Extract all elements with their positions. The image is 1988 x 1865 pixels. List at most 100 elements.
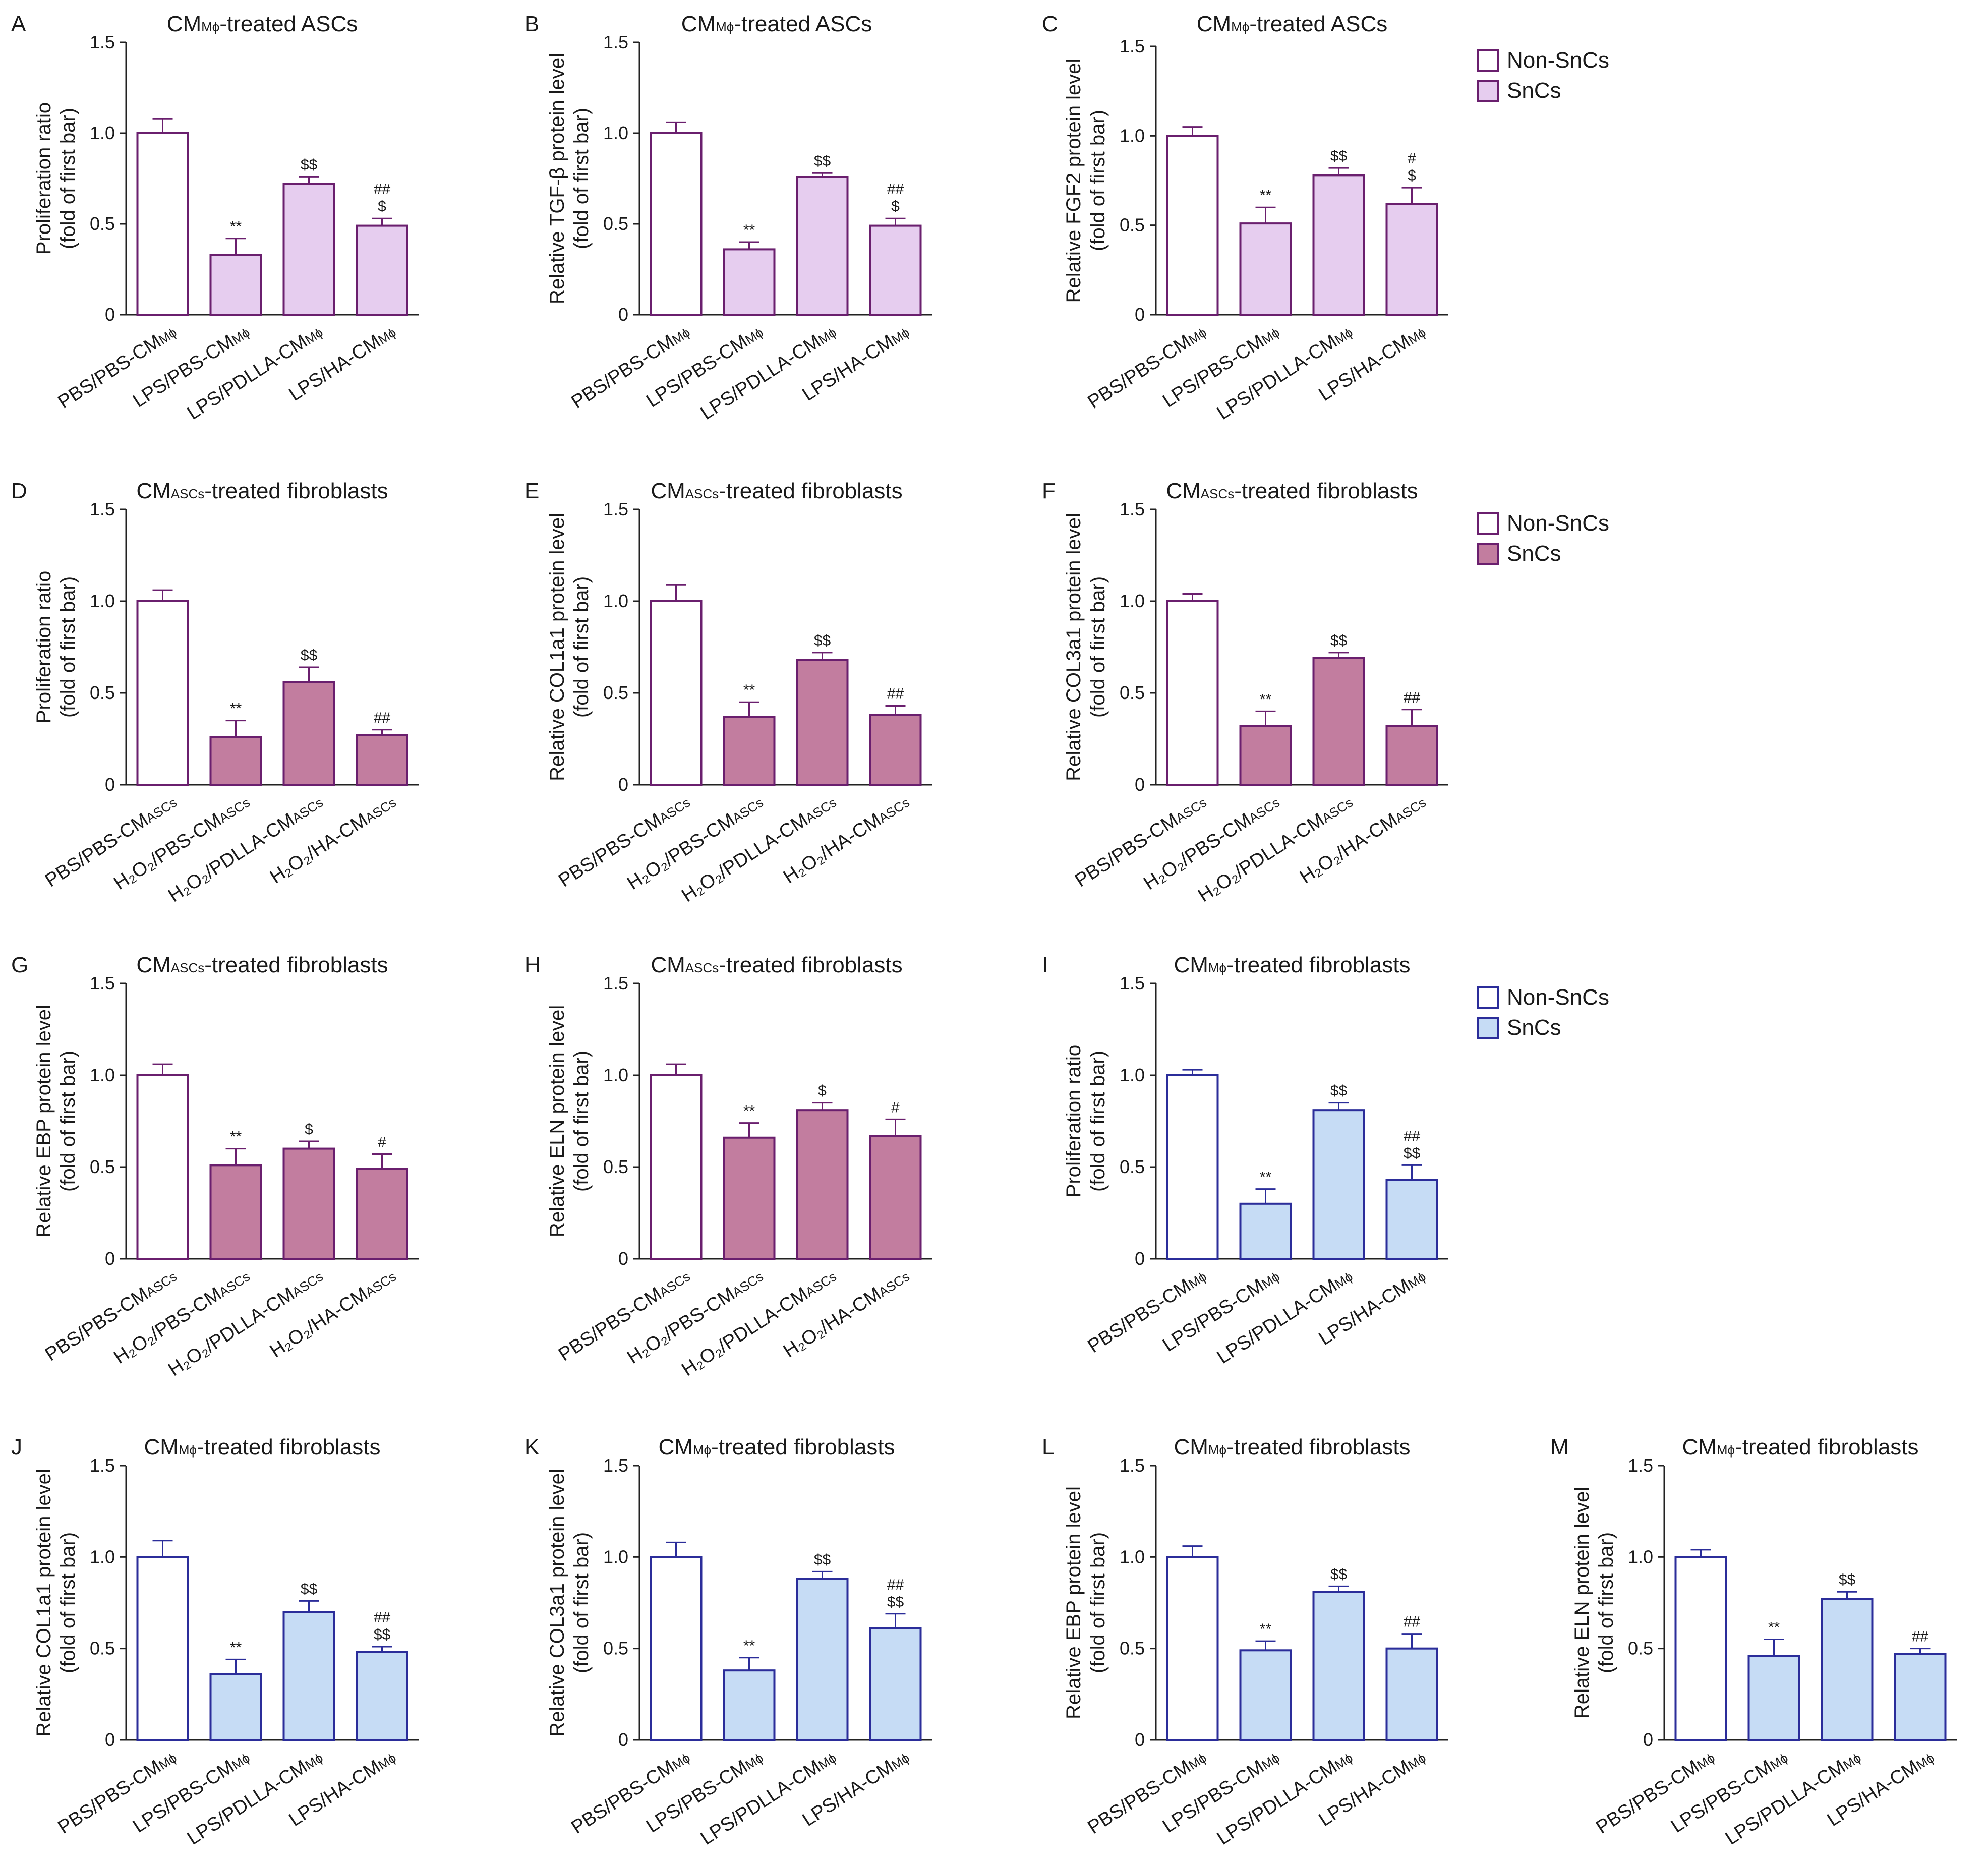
significance-label: $$ xyxy=(887,1594,904,1610)
chart-title: CMMϕ-treated fibroblasts xyxy=(658,1435,895,1460)
y-tick-label: 1.5 xyxy=(90,1455,115,1476)
y-tick-label: 1.0 xyxy=(603,1065,628,1085)
y-tick-label: 0.5 xyxy=(603,1156,628,1177)
title-prefix: CM xyxy=(651,479,685,503)
bar xyxy=(356,1168,408,1260)
y-tick-label: 1.0 xyxy=(1120,1546,1145,1567)
category-main: LPS/PDLLA-CM xyxy=(1213,331,1341,424)
y-axis-label: Relative EBP protein level (fold of first… xyxy=(1063,1486,1109,1719)
y-axis-label-line1: Relative COL3a1 protein level xyxy=(1063,513,1085,781)
significance-label: ## xyxy=(887,1577,904,1593)
panel-letter: D xyxy=(11,479,27,503)
bar xyxy=(356,734,408,786)
significance-label: ** xyxy=(230,1129,242,1145)
chart-title: CMMϕ-treated fibroblasts xyxy=(1174,1435,1410,1460)
title-subscript: ASCs xyxy=(685,960,719,975)
significance-label: ** xyxy=(743,222,755,239)
category-subscript: ASCs xyxy=(1246,795,1282,826)
title-suffix: -treated ASCs xyxy=(734,12,872,36)
title-subscript: Mϕ xyxy=(693,1442,711,1458)
title-subscript: ASCs xyxy=(171,486,204,501)
category-subscript: ASCs xyxy=(730,1269,766,1300)
y-axis-label-line1: Relative TGF-β protein level xyxy=(546,53,568,304)
y-tick-label: 1.5 xyxy=(1120,36,1145,56)
significance-label: ## xyxy=(1404,1614,1421,1630)
bar xyxy=(869,224,922,316)
legend-label: Non-SnCs xyxy=(1507,48,1609,73)
y-tick-label: 1.5 xyxy=(603,499,628,519)
significance-label: $$ xyxy=(301,647,318,664)
panel-letter: L xyxy=(1042,1435,1054,1460)
category-main: H₂O₂/PDLLA-CM xyxy=(678,1284,811,1381)
title-suffix: -treated fibroblasts xyxy=(204,479,388,503)
category-main: H₂O₂/PDLLA-CM xyxy=(1194,809,1328,907)
title-subscript: Mϕ xyxy=(201,19,219,34)
y-tick-label: 1.5 xyxy=(90,499,115,519)
y-axis-label-line1: Relative FGF2 protein level xyxy=(1063,59,1085,303)
significance-label: $$ xyxy=(374,1626,391,1643)
category-subscript: ASCs xyxy=(1173,795,1209,826)
bar xyxy=(723,248,776,316)
category-subscript: ASCs xyxy=(216,795,253,826)
x-category-label: LPS/HA-CMMϕ xyxy=(1315,1265,1430,1350)
x-category-label: LPS/HA-CMMϕ xyxy=(1315,321,1430,405)
x-category-label: H₂O₂/HA-CMASCs xyxy=(266,1265,399,1362)
bar xyxy=(136,1074,189,1260)
title-prefix: CM xyxy=(1174,953,1208,977)
title-subscript: ASCs xyxy=(1201,486,1234,501)
title-prefix: CM xyxy=(658,1435,692,1460)
significance-label: ** xyxy=(1260,691,1272,708)
title-prefix: CM xyxy=(1166,479,1200,503)
title-suffix: -treated fibroblasts xyxy=(1226,1435,1410,1460)
category-subscript: ASCs xyxy=(1319,795,1356,826)
bar xyxy=(1239,1649,1292,1741)
y-axis-label: Relative FGF2 protein level (fold of firs… xyxy=(1063,59,1109,303)
category-main: LPS/PDLLA-CM xyxy=(184,331,311,424)
chart-title: CMMϕ-treated fibroblasts xyxy=(1174,953,1410,977)
bar xyxy=(869,714,922,786)
bar xyxy=(1747,1655,1800,1741)
y-axis-label: Relative ELN protein level (fold of first… xyxy=(546,1005,593,1237)
category-subscript: ASCs xyxy=(143,795,180,826)
chart-panel-l: L CMMϕ-treated fibroblasts Relative EBP pr… xyxy=(1042,1435,1448,1849)
category-subscript: ASCs xyxy=(289,795,326,826)
category-main: H₂O₂/PDLLA-CM xyxy=(678,809,811,907)
significance-label: ** xyxy=(743,682,755,698)
y-tick-label: 1.0 xyxy=(90,1546,115,1567)
panel-letter: B xyxy=(524,12,539,36)
y-axis-label: Relative ELN protein level (fold of first… xyxy=(1571,1487,1617,1719)
category-main: LPS/PDLLA-CM xyxy=(1722,1756,1849,1849)
y-tick-label: 0 xyxy=(105,1248,115,1269)
panel-letter: F xyxy=(1042,479,1056,503)
bar xyxy=(723,1136,776,1260)
bar xyxy=(282,1147,335,1260)
significance-label: $$ xyxy=(1330,632,1348,649)
title-subscript: Mϕ xyxy=(1208,960,1226,975)
title-suffix: -treated fibroblasts xyxy=(197,1435,380,1460)
bar xyxy=(650,132,703,316)
bar xyxy=(1674,1556,1727,1741)
bar xyxy=(209,736,262,786)
y-tick-label: 1.0 xyxy=(90,591,115,611)
x-category-label: PBS/PBS-CMMϕ xyxy=(1084,321,1210,413)
y-tick-label: 1.5 xyxy=(90,32,115,52)
title-prefix: CM xyxy=(651,953,685,977)
x-category-label: H₂O₂/HA-CMASCs xyxy=(266,791,399,888)
y-tick-label: 0.5 xyxy=(90,213,115,234)
y-axis-label-line2: (fold of first bar) xyxy=(1595,1532,1617,1673)
significance-label: $$ xyxy=(1839,1571,1856,1588)
bar xyxy=(282,1611,335,1741)
x-category-label: LPS/PDLLA-CMMϕ xyxy=(697,321,840,424)
significance-label: $$ xyxy=(301,1581,318,1597)
x-category-label: LPS/HA-CMMϕ xyxy=(1315,1746,1430,1831)
x-category-label: PBS/PBS-CMMϕ xyxy=(568,1746,694,1838)
y-tick-label: 1.0 xyxy=(603,123,628,143)
bar xyxy=(796,1578,849,1741)
y-tick-label: 1.0 xyxy=(1120,125,1145,146)
x-category-label: PBS/PBS-CMMϕ xyxy=(1593,1746,1719,1838)
bar xyxy=(1312,657,1365,786)
significance-label: ** xyxy=(743,1638,755,1654)
legend-swatch xyxy=(1477,49,1499,72)
y-tick-label: 0 xyxy=(618,1248,628,1269)
